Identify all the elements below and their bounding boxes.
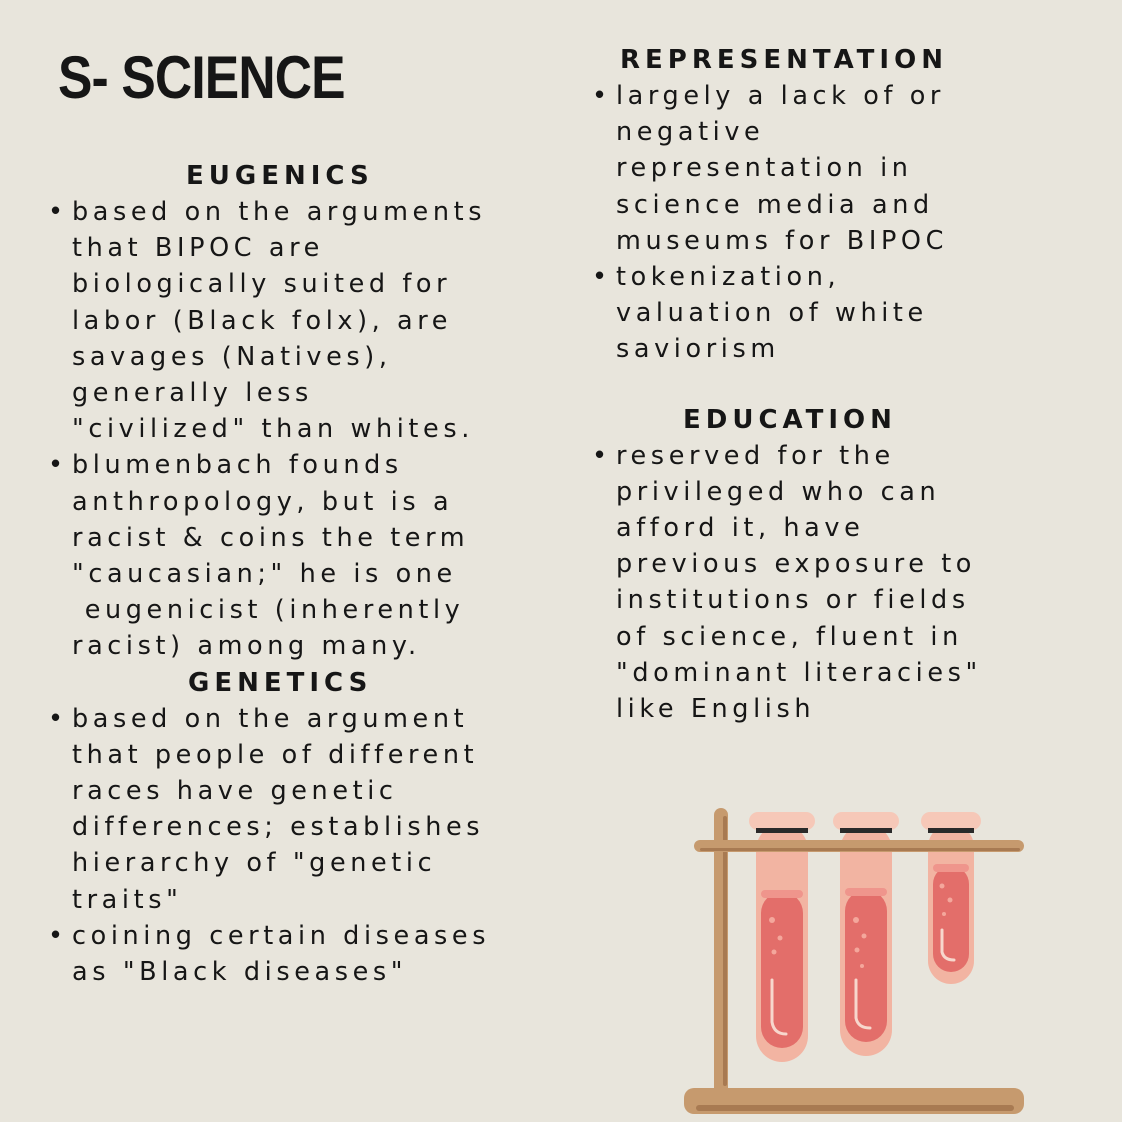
bullet-icon: • [48,920,68,951]
representation-list: • largely a lack of or negative represent… [588,78,1108,368]
list-item-text: based on the argument that people of dif… [72,703,485,915]
education-section: EDUCATION • reserved for the privileged w… [588,402,1108,728]
bullet-icon: • [592,81,612,111]
genetics-section: GENETICS • based on the argument that peo… [44,665,564,991]
list-item-text: based on the arguments that BIPOC are bi… [72,197,487,445]
list-item: • largely a lack of or negative represent… [588,78,1108,259]
list-item: • blumenbach founds anthropology, but is … [44,447,564,664]
bullet-icon: • [48,703,68,734]
bullet-icon: • [48,197,68,227]
bullet-icon: • [592,440,612,471]
list-item: • coining certain diseases as "Black dise… [44,918,564,990]
eugenics-section: EUGENICS • based on the arguments that BI… [44,158,564,665]
test-tube [833,812,899,1056]
representation-section: REPRESENTATION • largely a lack of or neg… [588,42,1108,368]
list-item-text: tokenization, valuation of white saviori… [616,262,928,365]
right-column: REPRESENTATION • largely a lack of or neg… [588,42,1108,727]
section-spacer [588,368,1108,402]
education-heading: EDUCATION [683,404,897,435]
rack-base-shadow [696,1105,1014,1111]
eugenics-list: • based on the arguments that BIPOC are b… [44,194,564,665]
list-item: • based on the arguments that BIPOC are b… [44,194,564,447]
list-item: • based on the argument that people of di… [44,701,564,918]
list-item-text: blumenbach founds anthropology, but is a… [72,450,470,662]
education-list: • reserved for the privileged who can aff… [588,438,1108,728]
bullet-icon: • [48,450,68,481]
list-item: • reserved for the privileged who can aff… [588,438,1108,728]
list-item: • tokenization, valuation of white savior… [588,259,1108,368]
test-tube [749,812,815,1062]
genetics-heading: GENETICS [188,667,373,698]
test-tube-rack-icon [684,808,1024,1114]
list-item-text: coining certain diseases as "Black disea… [72,920,491,988]
left-column: EUGENICS • based on the arguments that BI… [44,158,564,990]
list-item-text: reserved for the privileged who can affo… [616,440,982,725]
bullet-icon: • [592,262,612,293]
rack-post-shadow [723,816,727,1086]
page-title: S- SCIENCE [58,44,346,111]
list-item-text: largely a lack of or negative representa… [616,81,949,256]
representation-heading: REPRESENTATION [620,45,948,75]
test-tube [921,812,981,984]
genetics-list: • based on the argument that people of di… [44,701,564,991]
rack-bar-shadow [700,848,1020,851]
eugenics-heading: EUGENICS [186,161,374,191]
